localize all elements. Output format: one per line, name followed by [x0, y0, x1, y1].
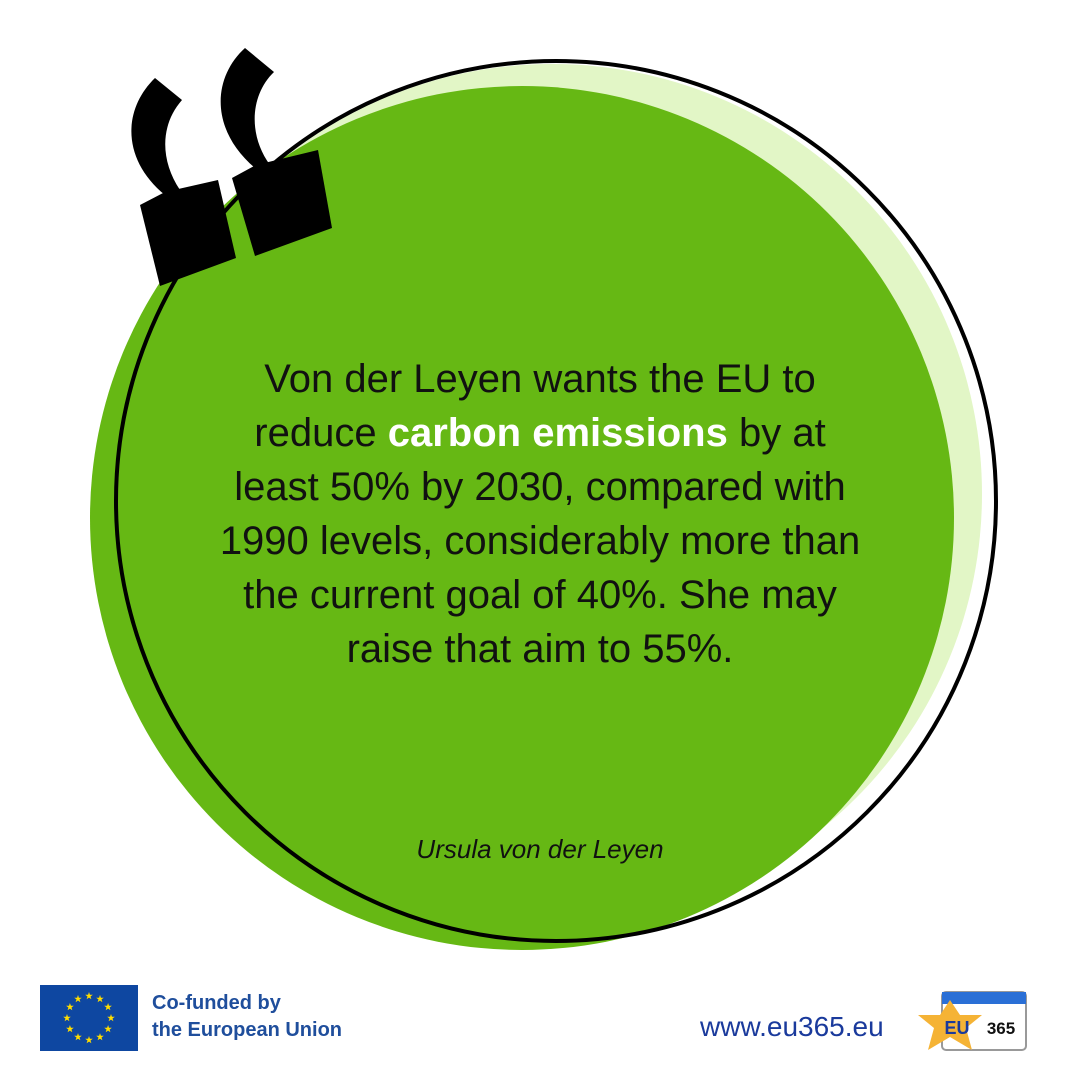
quote-line: raise that aim to 55%. [140, 622, 940, 676]
eu365-logo: EU 365 [918, 991, 1027, 1051]
quote-text: Von der Leyen wants the EU to [264, 357, 816, 401]
quote-author: Ursula von der Leyen [416, 834, 664, 864]
logo-eu: EU [944, 1018, 969, 1038]
quote: Von der Leyen wants the EU to reduce car… [140, 352, 940, 676]
quote-line: 1990 levels, considerably more than [140, 514, 940, 568]
quote-line: the current goal of 40%. She may [140, 568, 940, 622]
funding-line: the European Union [152, 1019, 342, 1041]
flag-star [107, 1014, 115, 1022]
quote-line: least 50% by 2030, compared with [140, 460, 940, 514]
quote-line: reduce carbon emissions by at [140, 406, 940, 460]
quote-highlight: carbon emissions [387, 411, 728, 455]
funding-line: Co-funded by [152, 992, 281, 1014]
flag-star [74, 1033, 82, 1041]
quote-text: reduce [254, 411, 377, 455]
quote-text: least 50% by 2030, compared with [234, 465, 846, 509]
website[interactable]: www.eu365.eu [700, 1011, 884, 1042]
flag-star [66, 1025, 74, 1033]
flag-star [63, 1014, 71, 1022]
outline-circle [114, 59, 998, 943]
quote-text: raise that aim to 55%. [346, 627, 734, 671]
flag-star [96, 994, 104, 1003]
flag-star [74, 994, 82, 1003]
flag-star [85, 992, 93, 1000]
quote-text: 1990 levels, considerably more than [219, 519, 861, 563]
quote-mark [131, 48, 332, 286]
flag-star [96, 1033, 104, 1041]
eu-flag [40, 985, 138, 1051]
flag-star [85, 1036, 93, 1044]
flag-star [104, 1003, 112, 1011]
quote-text: the current goal of 40%. She may [243, 573, 837, 617]
quote-text: by at [738, 411, 826, 455]
quote-line: Von der Leyen wants the EU to [140, 352, 940, 406]
logo-365: 365 [987, 1019, 1015, 1038]
funding-text: Co-funded by the European Union [152, 990, 342, 1044]
main-circle [90, 86, 954, 950]
flag-star [66, 1003, 74, 1011]
flag-star [104, 1025, 112, 1033]
